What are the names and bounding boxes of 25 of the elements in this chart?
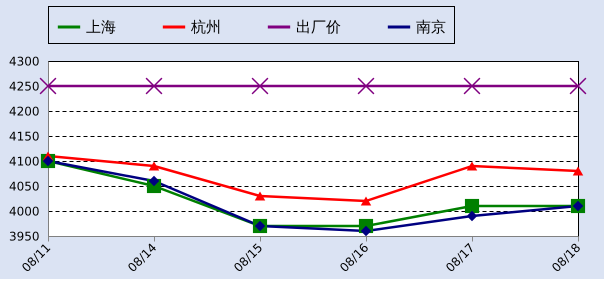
point [466, 161, 478, 171]
y-tick-label: 4300 [8, 54, 40, 68]
point [466, 210, 478, 222]
point [464, 198, 480, 214]
point [569, 77, 587, 95]
point [572, 166, 584, 176]
legend-label: 上海 [86, 18, 116, 36]
point [148, 161, 160, 171]
point [145, 77, 163, 95]
y-tick-label: 3950 [8, 230, 40, 244]
point [357, 77, 375, 95]
point [463, 77, 481, 95]
y-tick-label: 4150 [8, 130, 40, 144]
point [39, 77, 57, 95]
y-tick-label: 4000 [8, 204, 40, 218]
y-tick-label: 4200 [8, 104, 40, 118]
point [360, 196, 372, 206]
y-tick-label: 4250 [8, 80, 40, 94]
legend-label: 南京 [416, 18, 446, 36]
y-tick-label: 4050 [8, 180, 40, 194]
legend-label: 杭州 [190, 18, 221, 36]
point [254, 191, 266, 201]
point [251, 77, 269, 95]
legend-label: 出厂价 [296, 18, 341, 36]
y-tick-label: 4100 [8, 154, 40, 168]
